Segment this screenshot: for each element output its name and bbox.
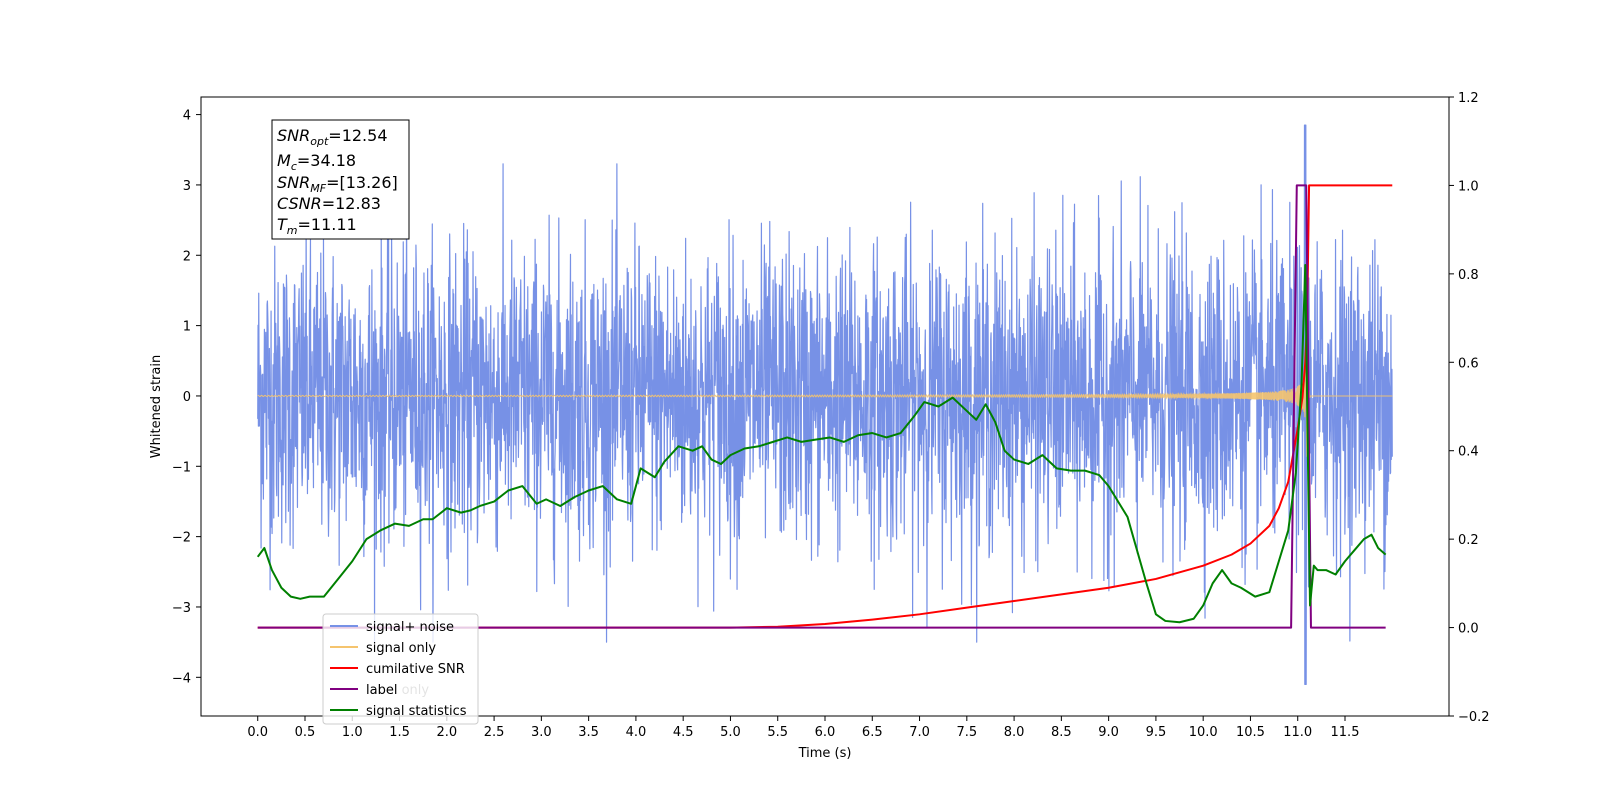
x-tick-label: 3.0 [531, 725, 552, 740]
x-axis-label: Time (s) [798, 746, 852, 761]
legend-label: signal+ noise [366, 620, 454, 635]
x-tick-label: 8.5 [1051, 725, 1072, 740]
y2-tick-label: 0.8 [1458, 268, 1479, 283]
right-axis-series [256, 184, 1393, 629]
y-tick-label: 4 [183, 109, 191, 124]
legend-label: label [366, 683, 397, 698]
x-tick-label: 7.0 [909, 725, 930, 740]
y-tick-label: 3 [183, 179, 191, 194]
x-tick-label: 4.5 [673, 725, 694, 740]
signal-only-line [257, 362, 1393, 457]
x-tick-label: 7.5 [956, 725, 977, 740]
y-tick-label: −1 [172, 460, 191, 475]
x-tick-label: 6.0 [815, 725, 836, 740]
y2-tick-label: 0.2 [1458, 533, 1479, 548]
x-tick-label: 5.0 [720, 725, 741, 740]
x-tick-label: 11.5 [1331, 725, 1360, 740]
y-tick-label: 0 [183, 390, 191, 405]
signal-noise-series [257, 124, 1393, 685]
x-tick-label: 3.5 [578, 725, 599, 740]
x-tick-label: 10.5 [1236, 725, 1265, 740]
annotation-tm: Tm=11.11 [277, 215, 357, 237]
legend-label: cumilative SNR [366, 662, 465, 677]
x-tick-label: 9.5 [1146, 725, 1167, 740]
x-tick-label: 11.0 [1283, 725, 1312, 740]
y-axis-label: Whitened strain [149, 355, 164, 458]
x-tick-label: 6.5 [862, 725, 883, 740]
y-tick-label: 1 [183, 320, 191, 335]
y-tick-label: −2 [172, 531, 191, 546]
x-tick-label: 8.0 [1004, 725, 1025, 740]
x-tick-label: 5.5 [767, 725, 788, 740]
parameter-annotation: SNRopt=12.54 Mc=34.18SNRMF=[13.26]CSNR=12… [271, 119, 410, 240]
x-tick-label: 0.5 [295, 725, 316, 740]
x-tick-label: 9.0 [1098, 725, 1119, 740]
annotation-csnr: CSNR=12.83 [277, 194, 381, 213]
signal-statistics-line [256, 264, 1387, 624]
annotation-box [271, 119, 410, 240]
y2-tick-label: 0.4 [1458, 445, 1479, 460]
annotation-snr-opt: SNRopt=12.54 [277, 126, 388, 148]
x-tick-label: 0.0 [247, 725, 268, 740]
signal-only-series [257, 362, 1393, 457]
y2-tick-label: 0.0 [1458, 622, 1479, 637]
y2-tick-label: 0.6 [1458, 356, 1479, 371]
legend-box [322, 613, 479, 725]
y2-tick-label: 1.0 [1458, 179, 1479, 194]
signal-noise-line [257, 124, 1393, 685]
label-line [257, 184, 1386, 629]
annotation-snr-mf: SNRMF=[13.26] [277, 173, 398, 195]
y2-tick-label: −0.2 [1458, 710, 1490, 725]
x-tick-label: 4.0 [626, 725, 647, 740]
axes: 0.0 0.5 1.0 1.5 2.0 2.5 3.0 3.5 4.0 4.5 5.0 5.5 6.0 6… [149, 91, 1490, 761]
x-tick-label: 10.0 [1189, 725, 1218, 740]
y2-tick-label: 1.2 [1458, 91, 1479, 106]
y-tick-label: 2 [183, 249, 191, 264]
y-tick-label: −4 [172, 671, 191, 686]
x-tick-label: 1.5 [389, 725, 410, 740]
x-tick-label: 2.5 [484, 725, 505, 740]
annotation-mc: Mc=34.18 [277, 151, 356, 173]
x-tick-label: 2.0 [436, 725, 457, 740]
y-tick-label: −3 [172, 601, 191, 616]
legend-label: signal statistics [366, 704, 467, 719]
legend-label: signal only [366, 641, 436, 656]
x-tick-label: 1.0 [342, 725, 363, 740]
